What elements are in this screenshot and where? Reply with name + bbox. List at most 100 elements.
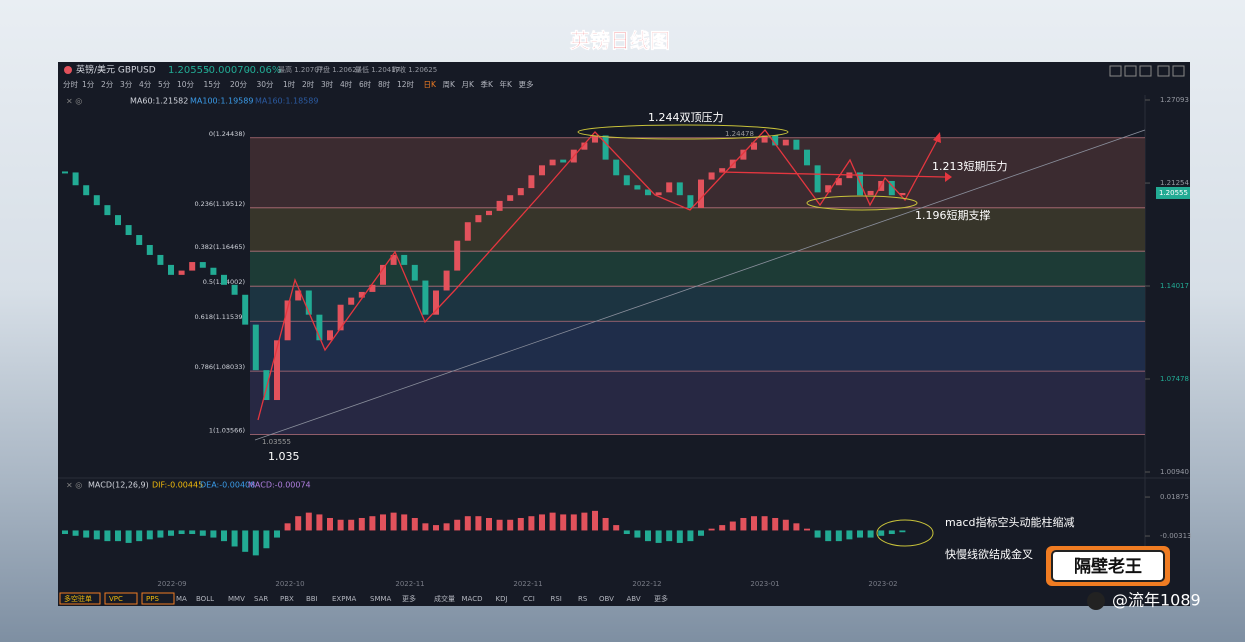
macd-bar	[687, 530, 694, 542]
indicator[interactable]: MMV	[228, 595, 245, 603]
timeframe[interactable]: 日K	[424, 80, 437, 89]
timeframe[interactable]: 15分	[204, 80, 222, 89]
indicator[interactable]: SAR	[254, 595, 268, 603]
timeframe[interactable]: 周K	[443, 80, 456, 89]
ma60: MA60:1.21582	[130, 97, 188, 106]
toolbar-button[interactable]	[59, 592, 101, 605]
indicator[interactable]: BOLL	[196, 595, 214, 603]
timeframe[interactable]: 8时	[378, 79, 391, 89]
timeframe[interactable]: 2分	[101, 80, 114, 89]
macd-bar	[157, 530, 164, 538]
sub-indicator[interactable]: CCI	[523, 595, 535, 603]
macd-bar	[210, 530, 217, 538]
macd-bar	[93, 530, 100, 540]
sub-indicator[interactable]: 成交量	[434, 594, 455, 603]
button[interactable]	[1157, 65, 1170, 77]
macd-bar	[835, 530, 842, 542]
macd-bar	[422, 523, 429, 531]
macd-bar	[592, 510, 598, 531]
y-tick-label: 1.21254	[1160, 179, 1189, 187]
fib-label: 0.382(1.16465)	[194, 243, 245, 251]
trend-line	[254, 129, 1146, 441]
indicator[interactable]: SMMA	[370, 595, 392, 603]
candle	[507, 195, 514, 201]
sub-indicator[interactable]: MACD	[462, 595, 483, 603]
candle	[199, 262, 206, 268]
candle	[666, 182, 673, 193]
indicator[interactable]: EXPMA	[332, 595, 356, 603]
pane-icons[interactable]: × ◎	[66, 97, 82, 106]
candle	[867, 190, 874, 196]
macd-bar	[83, 530, 90, 538]
toolbar-button[interactable]	[141, 592, 175, 605]
timeframe[interactable]: 1时	[283, 79, 296, 89]
toolbar-button-label[interactable]: VPC	[109, 595, 123, 603]
macd-dea: DEA:-0.00408	[200, 481, 255, 490]
macd-bar	[751, 516, 757, 531]
timeframe[interactable]: 30分	[257, 80, 275, 89]
sub-indicator[interactable]: RS	[578, 595, 588, 603]
candle	[496, 200, 503, 211]
timeframe[interactable]: 10分	[177, 80, 195, 89]
indicator[interactable]: BBI	[306, 595, 318, 603]
toolbar-button-label[interactable]: PPS	[146, 595, 159, 603]
timeframe[interactable]: 更多	[519, 79, 534, 89]
button[interactable]	[1109, 65, 1122, 77]
date-label: 2022-11	[395, 580, 424, 588]
annotation: macd指标空头动能柱缩减	[945, 515, 1075, 529]
fib-band	[250, 286, 1145, 322]
macd-bar	[178, 530, 185, 535]
timeframe[interactable]: 20分	[230, 80, 248, 89]
pane-icons[interactable]: × ◎	[66, 481, 82, 490]
candle	[613, 159, 620, 176]
candle	[517, 188, 524, 196]
macd-bar	[115, 530, 121, 542]
candle	[401, 254, 408, 265]
timeframe[interactable]: 1分	[82, 80, 95, 89]
fib-band	[250, 207, 1145, 252]
timeframe[interactable]: 分时	[63, 79, 78, 89]
candle	[316, 314, 323, 341]
button[interactable]	[1124, 65, 1137, 77]
indicator[interactable]: MA	[176, 595, 187, 603]
macd-bar	[570, 514, 577, 531]
high-label: 1.24478	[725, 130, 754, 138]
timeframe[interactable]: 季K	[481, 79, 494, 89]
candle	[337, 304, 344, 331]
candle	[295, 290, 302, 301]
timeframe[interactable]: 4时	[340, 79, 353, 89]
macd-bar	[878, 530, 885, 536]
timeframe[interactable]: 年K	[500, 79, 513, 89]
macd-bar	[708, 528, 715, 531]
timeframe[interactable]: 12时	[397, 79, 415, 89]
button[interactable]	[1139, 65, 1152, 77]
button[interactable]	[1172, 65, 1185, 77]
sub-indicator[interactable]: KDJ	[496, 595, 508, 603]
indicator[interactable]: PBX	[280, 595, 294, 603]
candle	[645, 189, 651, 196]
macd-bar	[814, 530, 821, 538]
toolbar-button[interactable]	[104, 592, 138, 605]
sub-indicator[interactable]: ABV	[627, 595, 641, 603]
indicator[interactable]: 更多	[402, 594, 416, 603]
ma160: MA160:1.18589	[255, 97, 318, 106]
fib-band	[250, 321, 1145, 372]
candle	[634, 185, 641, 190]
timeframe[interactable]: 3时	[321, 79, 334, 89]
sub-indicator[interactable]: 更多	[654, 594, 668, 603]
timeframe[interactable]: 4分	[139, 80, 152, 89]
candle	[411, 264, 418, 281]
sub-indicator[interactable]: RSI	[551, 595, 562, 603]
toolbar-button-label[interactable]: 多空驻单	[64, 594, 92, 603]
candle	[72, 172, 79, 186]
timeframe[interactable]: 6时	[359, 79, 372, 89]
macd-bar	[698, 530, 704, 536]
y-tick-label: 1.00940	[1160, 468, 1189, 476]
candle	[62, 171, 68, 174]
timeframe[interactable]: 5分	[158, 80, 171, 89]
timeframe[interactable]: 3分	[120, 80, 133, 89]
timeframe[interactable]: 2时	[302, 79, 315, 89]
sub-indicator[interactable]: OBV	[599, 595, 614, 603]
candle	[115, 215, 121, 226]
timeframe[interactable]: 月K	[462, 80, 475, 89]
